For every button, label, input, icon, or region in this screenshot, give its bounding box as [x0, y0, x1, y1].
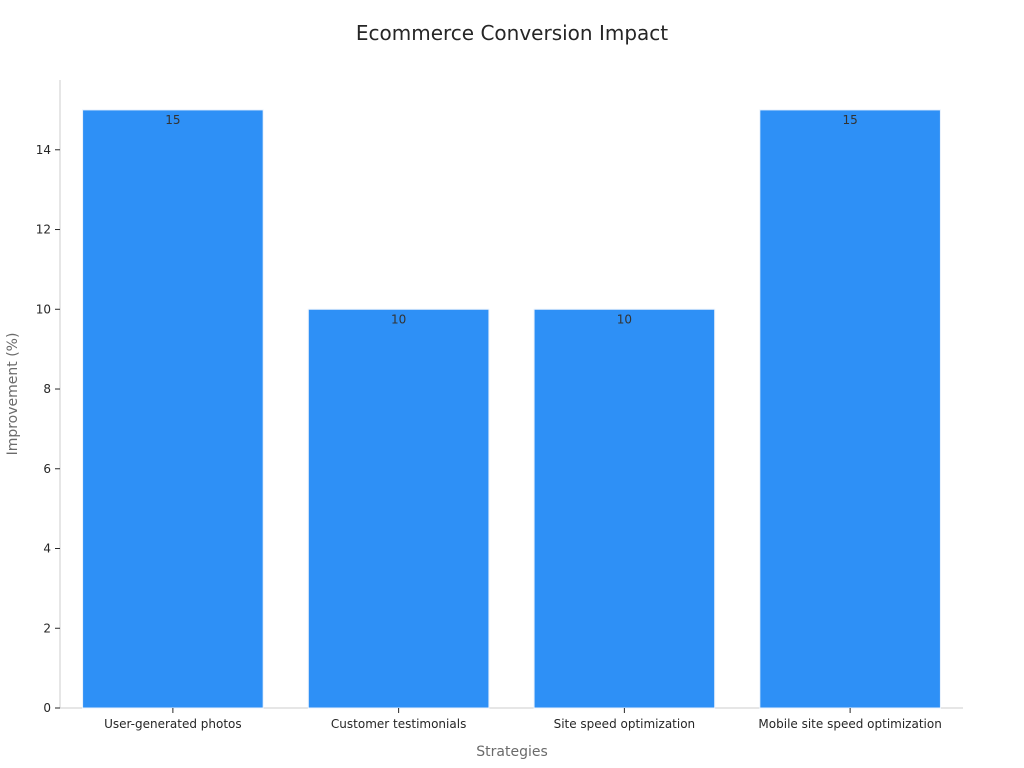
x-tick-label: Mobile site speed optimization	[758, 717, 941, 731]
y-tick-label: 12	[36, 223, 51, 237]
y-tick-label: 14	[36, 143, 51, 157]
bar-value-label: 10	[617, 312, 632, 326]
bar	[82, 109, 264, 709]
x-tick-label: User-generated photos	[104, 717, 242, 731]
bar	[533, 308, 716, 709]
x-tick-label: Customer testimonials	[331, 717, 466, 731]
plot-area: 0 2 4 6 8 10 12 14 15 User-generated photos 10 Cust…	[36, 80, 963, 731]
bar-value-label: 15	[165, 113, 180, 127]
y-tick-label: 10	[36, 302, 51, 316]
y-tick-label: 2	[43, 621, 51, 635]
y-tick-label: 6	[43, 462, 51, 476]
y-axis-label: Improvement (%)	[5, 333, 21, 456]
chart-title: Ecommerce Conversion Impact	[356, 21, 668, 45]
y-tick-label: 0	[43, 701, 51, 715]
y-tick-label: 8	[43, 382, 51, 396]
x-axis-label: Strategies	[476, 744, 548, 760]
bar-value-label: 15	[842, 113, 857, 127]
bar	[759, 109, 941, 709]
bar-value-label: 10	[391, 312, 406, 326]
y-tick-label: 4	[43, 542, 51, 556]
x-tick-label: Site speed optimization	[554, 717, 696, 731]
bar	[307, 308, 490, 709]
